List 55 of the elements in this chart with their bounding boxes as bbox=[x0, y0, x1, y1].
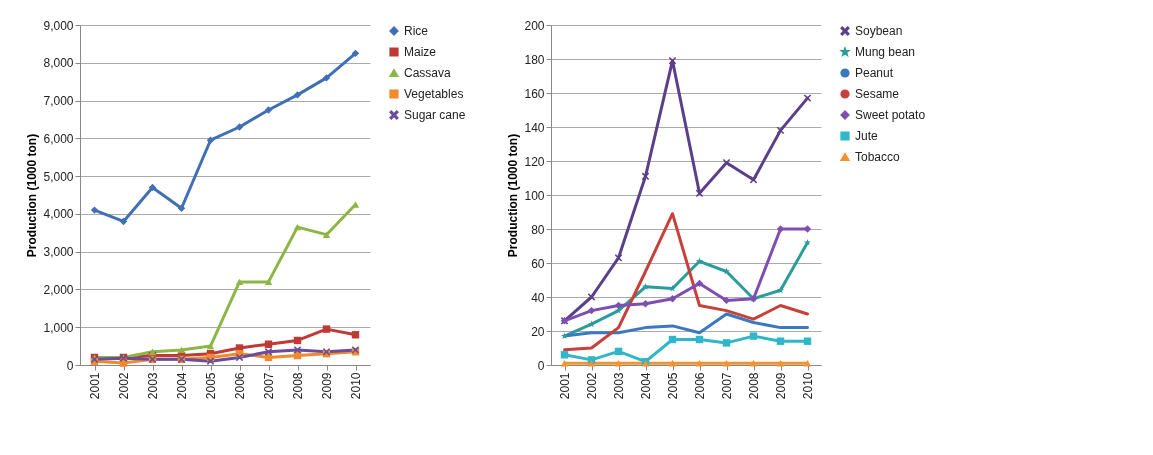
y-tick-label: 60 bbox=[531, 256, 545, 271]
y-tick-label: 160 bbox=[524, 86, 545, 101]
legend-label: Mung bean bbox=[855, 45, 916, 59]
y-tick-label: 7,000 bbox=[43, 94, 74, 109]
x-tick-label: 2001 bbox=[558, 372, 572, 400]
y-tick-label: 4,000 bbox=[43, 207, 74, 222]
x-tick-label: 2001 bbox=[88, 372, 102, 400]
x-tick-label: 2010 bbox=[349, 372, 363, 400]
x-tick-label: 2006 bbox=[233, 372, 247, 400]
y-tick-label: 0 bbox=[537, 358, 545, 373]
y-tick-label: 1,000 bbox=[43, 320, 74, 335]
y-axis-title: Production (1000 ton) bbox=[25, 133, 40, 258]
legend-label: Maize bbox=[404, 45, 437, 59]
x-tick-label: 2003 bbox=[612, 372, 626, 400]
x-tick-label: 2009 bbox=[320, 372, 334, 400]
x-tick-label: 2006 bbox=[693, 372, 707, 400]
legend-label: Peanut bbox=[855, 66, 894, 80]
legend-label: Sesame bbox=[855, 87, 900, 101]
x-tick-label: 2007 bbox=[262, 372, 276, 400]
y-tick-label: 5,000 bbox=[43, 169, 74, 184]
y-tick-label: 40 bbox=[531, 290, 545, 305]
y-tick-label: 140 bbox=[524, 120, 545, 135]
x-tick-label: 2005 bbox=[666, 372, 680, 400]
y-tick-label: 180 bbox=[524, 52, 545, 67]
x-tick-label: 2004 bbox=[639, 372, 653, 400]
x-tick-label: 2008 bbox=[291, 372, 305, 400]
legend-label: Tobacco bbox=[855, 150, 901, 164]
legend-label: Vegetables bbox=[404, 87, 464, 101]
x-tick-label: 2003 bbox=[146, 372, 160, 400]
y-tick-label: 20 bbox=[531, 324, 545, 339]
x-tick-label: 2010 bbox=[801, 372, 815, 400]
legend-label: Soybean bbox=[855, 24, 903, 38]
y-axis-title: Production (1000 ton) bbox=[506, 133, 521, 258]
x-tick-label: 2002 bbox=[585, 372, 599, 400]
y-tick-label: 2,000 bbox=[43, 282, 74, 297]
y-tick-label: 200 bbox=[524, 18, 545, 33]
legend-label: Sugar cane bbox=[404, 108, 466, 122]
y-tick-label: 6,000 bbox=[43, 131, 74, 146]
x-tick-label: 2009 bbox=[774, 372, 788, 400]
x-tick-label: 2004 bbox=[175, 372, 189, 400]
legend-label: Rice bbox=[404, 24, 429, 38]
legend-label: Sweet potato bbox=[855, 108, 926, 122]
y-tick-label: 100 bbox=[524, 188, 545, 203]
legend-label: Jute bbox=[855, 129, 879, 143]
x-tick-label: 2002 bbox=[117, 372, 131, 400]
y-tick-label: 0 bbox=[66, 358, 74, 373]
x-tick-label: 2007 bbox=[720, 372, 734, 400]
y-tick-label: 8,000 bbox=[43, 56, 74, 71]
x-tick-label: 2005 bbox=[204, 372, 218, 400]
y-tick-label: 3,000 bbox=[43, 245, 74, 260]
legend-label: Cassava bbox=[404, 66, 452, 80]
y-tick-label: 9,000 bbox=[43, 18, 74, 33]
y-tick-label: 80 bbox=[531, 222, 545, 237]
x-tick-label: 2008 bbox=[747, 372, 761, 400]
y-tick-label: 120 bbox=[524, 154, 545, 169]
